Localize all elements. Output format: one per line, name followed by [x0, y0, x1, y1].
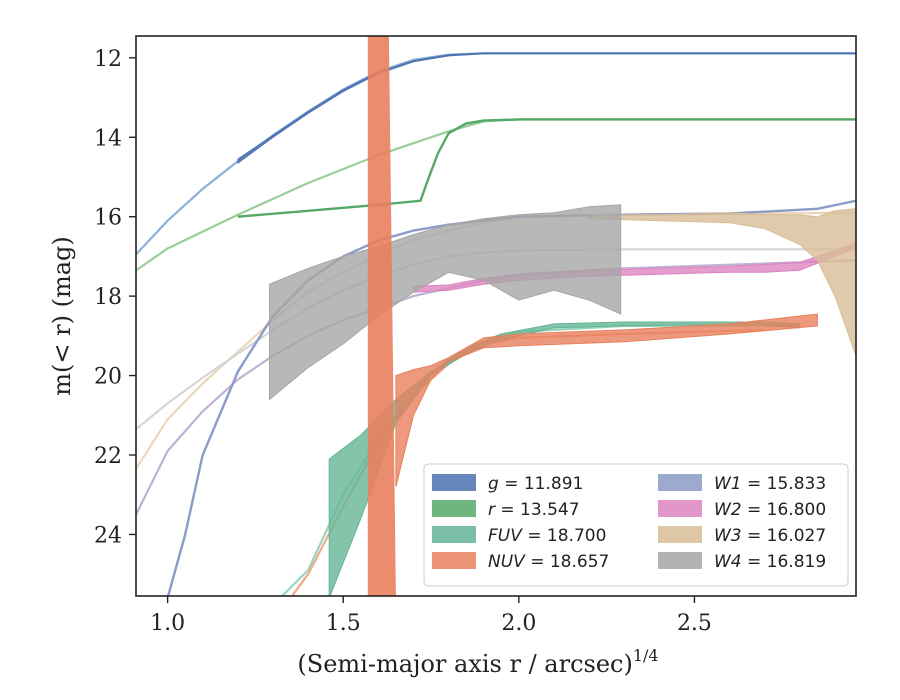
legend-item-nuv: NUV = 18.657: [432, 552, 609, 572]
legend-item-w4: W4 = 16.819: [658, 552, 826, 572]
y-tick-label-2: 16: [94, 206, 122, 231]
legend-item-w4-value: = 16.819: [742, 552, 827, 572]
legend-item-w3-label: W3 = 16.027: [714, 526, 826, 546]
legend-item-nuv-band-name: NUV: [488, 552, 526, 572]
legend-item-nuv-value: = 18.657: [525, 552, 610, 572]
x-tick-label-3: 2.5: [677, 611, 712, 636]
y-tick-label-0: 12: [94, 47, 122, 72]
legend-item-fuv-value: = 18.700: [522, 526, 607, 546]
legend-item-w3-value: = 16.027: [742, 526, 827, 546]
x-tick-label-1: 1.5: [326, 611, 361, 636]
legend-item-g-swatch: [432, 474, 476, 491]
legend-item-fuv-swatch: [432, 526, 476, 543]
legend-item-r-label: r = 13.547: [488, 500, 580, 520]
legend-item-w1-label: W1 = 15.833: [714, 474, 826, 494]
legend-item-w4-label: W4 = 16.819: [714, 552, 826, 572]
series-w4-band: [269, 204, 622, 401]
legend-item-w3: W3 = 16.027: [658, 526, 826, 546]
legend-item-nuv-label: NUV = 18.657: [488, 552, 609, 572]
legend-item-r-band-name: r: [488, 500, 496, 520]
y-tick-label-4: 20: [94, 365, 122, 390]
x-axis-label: (Semi-major axis r / arcsec)1/4: [297, 646, 658, 678]
legend-item-w2-swatch: [658, 500, 702, 517]
series-g-band: [237, 52, 856, 165]
legend-item-w3-band-name: W3: [714, 526, 742, 546]
nuv-vertical-band: [367, 36, 396, 596]
legend-item-fuv: FUV = 18.700: [432, 526, 606, 546]
y-tick-label-5: 22: [94, 444, 122, 469]
series-r-line: [237, 118, 856, 218]
legend-item-w1-swatch: [658, 474, 702, 491]
legend-item-g-value: = 11.891: [499, 474, 584, 494]
y-tick-label-6: 24: [94, 523, 122, 548]
legend-item-nuv-swatch: [432, 552, 476, 569]
ticks-layer: 1.0 1.5 2.0 2.5 12 14 16 18 20 22 24: [94, 47, 712, 636]
series-w3-band: [588, 208, 856, 356]
legend-item-g-label: g = 11.891: [488, 474, 583, 494]
legend-item-r: r = 13.547: [432, 500, 580, 520]
legend-item-r-value: = 13.547: [495, 500, 580, 520]
y-axis-label: m(< r) (mag): [48, 236, 76, 395]
legend-item-fuv-band-name: FUV: [488, 526, 523, 546]
legend-item-w4-band-name: W4: [714, 552, 742, 572]
x-tick-label-2: 2.0: [501, 611, 536, 636]
x-axis-label-text: (Semi-major axis r / arcsec): [297, 650, 632, 678]
legend-item-w2-band-name: W2: [714, 500, 742, 520]
legend-item-w1-value: = 15.833: [742, 474, 827, 494]
legend-item-w2-value: = 16.800: [742, 500, 827, 520]
x-tick-label-0: 1.0: [150, 611, 185, 636]
x-axis-label-superscript: 1/4: [633, 646, 659, 665]
legend-item-w1-band-name: W1: [714, 474, 742, 494]
y-tick-label-3: 18: [94, 285, 122, 310]
series-nuv-band: [395, 313, 818, 487]
plot-frame: [135, 35, 857, 597]
legend-item-g-band-name: g: [488, 474, 499, 494]
legend-item-g: g = 11.891: [432, 474, 583, 494]
legend-item-fuv-label: FUV = 18.700: [488, 526, 606, 546]
legend-item-w2-label: W2 = 16.800: [714, 500, 826, 520]
legend-frame: [423, 463, 849, 587]
legend-item-w4-swatch: [658, 552, 702, 569]
legend-item-w2: W2 = 16.800: [658, 500, 826, 520]
legend-item-r-swatch: [432, 500, 476, 517]
legend-item-w3-swatch: [658, 526, 702, 543]
legend-item-w1: W1 = 15.833: [658, 474, 826, 494]
y-tick-label-1: 14: [94, 126, 122, 151]
data-layer: [136, 36, 856, 596]
